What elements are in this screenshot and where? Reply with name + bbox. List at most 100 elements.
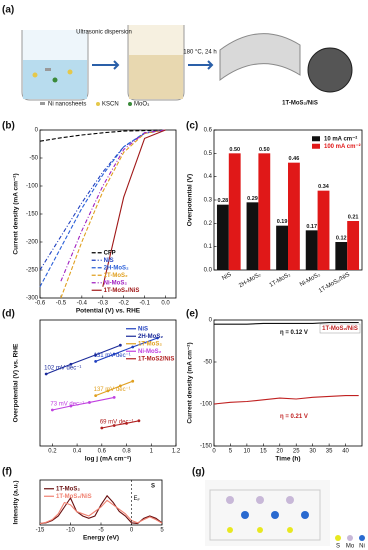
x-axis-label: Time (h) [275, 456, 300, 463]
x-tick-label: -0.1 [139, 301, 150, 307]
legend-label: Ni-MoS₂ [138, 349, 162, 355]
y-axis-label: Intensity (a.u.) [13, 480, 20, 524]
x-tick-label: NiS [221, 272, 232, 282]
x-tick-label: 25 [293, 449, 300, 455]
legend-icon [347, 535, 353, 541]
legend-icon [96, 102, 100, 106]
x-tick-label: 5 [229, 449, 233, 455]
y-tick-label: -100 [26, 184, 39, 190]
x-axis-label: log j (mA cm⁻²) [85, 456, 132, 463]
atom [241, 511, 249, 519]
x-tick-label: 1.2 [172, 449, 181, 455]
legend-text: MoO₃ [134, 102, 150, 108]
data-line [39, 499, 163, 525]
data-point [112, 396, 116, 399]
legend-text: Ni [359, 544, 365, 550]
legend-label: 1T-MoS₂/NiS [104, 288, 140, 294]
legend-label: Ni-MoS₂ [104, 280, 128, 286]
data-point [88, 401, 91, 404]
bar [246, 202, 259, 270]
bar-value-label: 0.28 [218, 198, 229, 204]
particle [45, 68, 51, 71]
y-axis-label: Overpotential (V) vs. RHE [13, 343, 20, 422]
y-tick-label: 0 [35, 128, 39, 134]
y-axis-label: Overpotential (V) [187, 174, 194, 226]
data-line [39, 129, 166, 271]
data-line [214, 321, 359, 325]
data-point [131, 379, 135, 383]
y-axis-label: Current density (mA cm⁻²) [13, 173, 20, 254]
arrow [188, 60, 214, 70]
x-tick-label: 10 [244, 449, 251, 455]
data-line [60, 129, 166, 299]
y-tick-label: -50 [29, 156, 38, 162]
panel-label: (d) [2, 309, 15, 320]
y-tick-label: -300 [26, 296, 39, 302]
x-tick-label: 30 [309, 449, 316, 455]
annotation: S [151, 484, 155, 490]
x-axis-label: Energy (eV) [83, 535, 119, 542]
legend-label: 10 mA cm⁻² [324, 135, 357, 142]
data-point [118, 343, 122, 347]
x-tick-label: 1 [150, 449, 154, 455]
atom [301, 511, 309, 519]
step-label: Ultrasonic dispersion [76, 30, 132, 36]
data-line [95, 337, 158, 362]
bar-value-label: 0.21 [348, 214, 359, 220]
panel-label: (b) [2, 121, 15, 132]
data-point [125, 421, 128, 425]
annotation: η = 0.21 V [280, 414, 308, 420]
x-tick-label: -0.2 [119, 301, 130, 307]
x-tick-label: Ni-MoS₂ [299, 272, 322, 289]
legend-label: 1T-MoS₂ [138, 341, 162, 347]
atom [256, 496, 264, 504]
data-point [69, 404, 73, 408]
data-point [106, 389, 110, 393]
slope-label: 131 mV dec⁻¹ [94, 353, 131, 359]
legend-label: 1T-MoS₂ [56, 486, 80, 492]
atom [226, 496, 234, 504]
slope-label: 137 mV dec⁻¹ [94, 387, 131, 393]
x-tick-label: 20 [276, 449, 283, 455]
x-tick-label: 0.0 [161, 301, 170, 307]
x-tick-label: 0.2 [48, 449, 57, 455]
atom [286, 496, 294, 504]
x-tick-label: 0 [212, 449, 216, 455]
x-tick-label: 5 [160, 528, 164, 534]
data-line [45, 344, 121, 375]
bar [288, 162, 300, 270]
y-tick-label: 0.0 [204, 268, 213, 274]
y-tick-label: 0.4 [204, 174, 213, 180]
legend-swatch [312, 143, 320, 149]
data-point [156, 336, 159, 340]
x-tick-label: 0 [130, 528, 134, 534]
legend-label: 1T-MoS₂/NiS [56, 494, 92, 500]
legend-label: 1T-MoS2/NiS [138, 356, 174, 362]
legend-text: S [336, 544, 340, 550]
fermi-label: EF [134, 496, 141, 502]
x-tick-label: 1T-MoS₂ [269, 272, 293, 289]
fermi-symbol: E [134, 496, 138, 502]
data-point [50, 408, 54, 412]
bar [335, 242, 348, 270]
panel-label: (e) [186, 309, 198, 320]
legend-icon [40, 102, 45, 105]
data-point [44, 372, 48, 376]
bar-value-label: 0.29 [247, 196, 258, 202]
particle [52, 77, 58, 83]
fermi-subscript: F [138, 497, 141, 502]
y-tick-label: 0.2 [204, 221, 213, 227]
atom [271, 511, 279, 519]
atom [257, 527, 263, 533]
data-line [39, 129, 166, 142]
legend-label: 1T-MoS₂ [104, 273, 128, 279]
x-tick-label: 1T-MoS₂/NiS [318, 272, 351, 295]
y-tick-label: -250 [26, 268, 39, 274]
legend-icon [128, 102, 132, 106]
liquid [129, 55, 183, 99]
data-point [94, 394, 98, 397]
y-tick-label: -150 [26, 212, 39, 218]
legend-swatch [312, 136, 320, 142]
legend-box [319, 323, 361, 334]
legend-label: NiS [104, 258, 114, 264]
